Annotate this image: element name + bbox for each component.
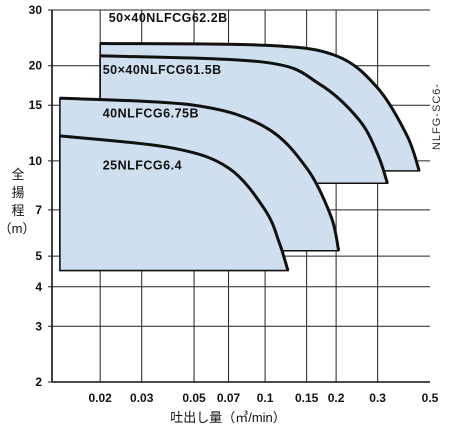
- y-axis-label-unit: （m）: [0, 221, 35, 236]
- x-axis-label: 吐出し量（㎥/min）: [170, 410, 286, 425]
- curve-50-40nlfcg61-5b: [100, 54, 389, 184]
- curve-25nlfcg6-4: [59, 134, 290, 272]
- y-tick-label-3: 3: [35, 319, 42, 333]
- x-tick-label-0.05: 0.05: [182, 391, 206, 405]
- y-tick-label-15: 15: [29, 98, 43, 112]
- y-tick-label-20: 20: [29, 59, 43, 73]
- y-axis-label-1: 全: [11, 167, 24, 182]
- x-tick-label-0.02: 0.02: [88, 391, 112, 405]
- series-label-50-40nlfcg61-5b: 50×40NLFCG61.5B: [103, 63, 222, 77]
- y-tick-label-7: 7: [35, 203, 42, 217]
- curve-40nlfcg6-75b: [59, 96, 341, 252]
- axis-layer: [51, 9, 430, 383]
- y-axis-label-2: 揚: [11, 185, 24, 200]
- side-note: NLFG-SC6-: [431, 83, 443, 150]
- y-tick-label-5: 5: [35, 249, 42, 263]
- x-tick-label-0.07: 0.07: [217, 391, 241, 405]
- curve-50-40nlfcg62-2b: [100, 42, 421, 172]
- series-label-25nlfcg6-4: 25NLFCG6.4: [103, 158, 182, 172]
- tick-layer: 0.02 0.03 0.05 0.07 0.1 0.15 0.2 0.3 0.5 2 3 4 5 7 10 1…: [29, 3, 439, 405]
- x-tick-label-0.3: 0.3: [369, 391, 386, 405]
- series-label-50-40nlfcg62-2b: 50×40NLFCG62.2B: [109, 11, 228, 25]
- x-tick-label-0.15: 0.15: [295, 391, 319, 405]
- x-tick-label-0.03: 0.03: [130, 391, 154, 405]
- region-layer: [59, 42, 421, 272]
- label-layer: 50×40NLFCG62.2B 50×40NLFCG61.5B 40NLFCG6.7…: [103, 11, 228, 172]
- y-tick-label-10: 10: [29, 154, 43, 168]
- x-tick-label-0.1: 0.1: [257, 391, 274, 405]
- series-label-40nlfcg6-75b: 40NLFCG6.75B: [103, 107, 199, 121]
- y-tick-label-30: 30: [29, 3, 43, 17]
- y-tick-label-4: 4: [35, 280, 42, 294]
- y-axis-label-3: 程: [11, 203, 24, 218]
- x-tick-label-0.5: 0.5: [422, 391, 439, 405]
- x-tick-label-0.2: 0.2: [328, 391, 345, 405]
- y-tick-label-2: 2: [35, 375, 42, 389]
